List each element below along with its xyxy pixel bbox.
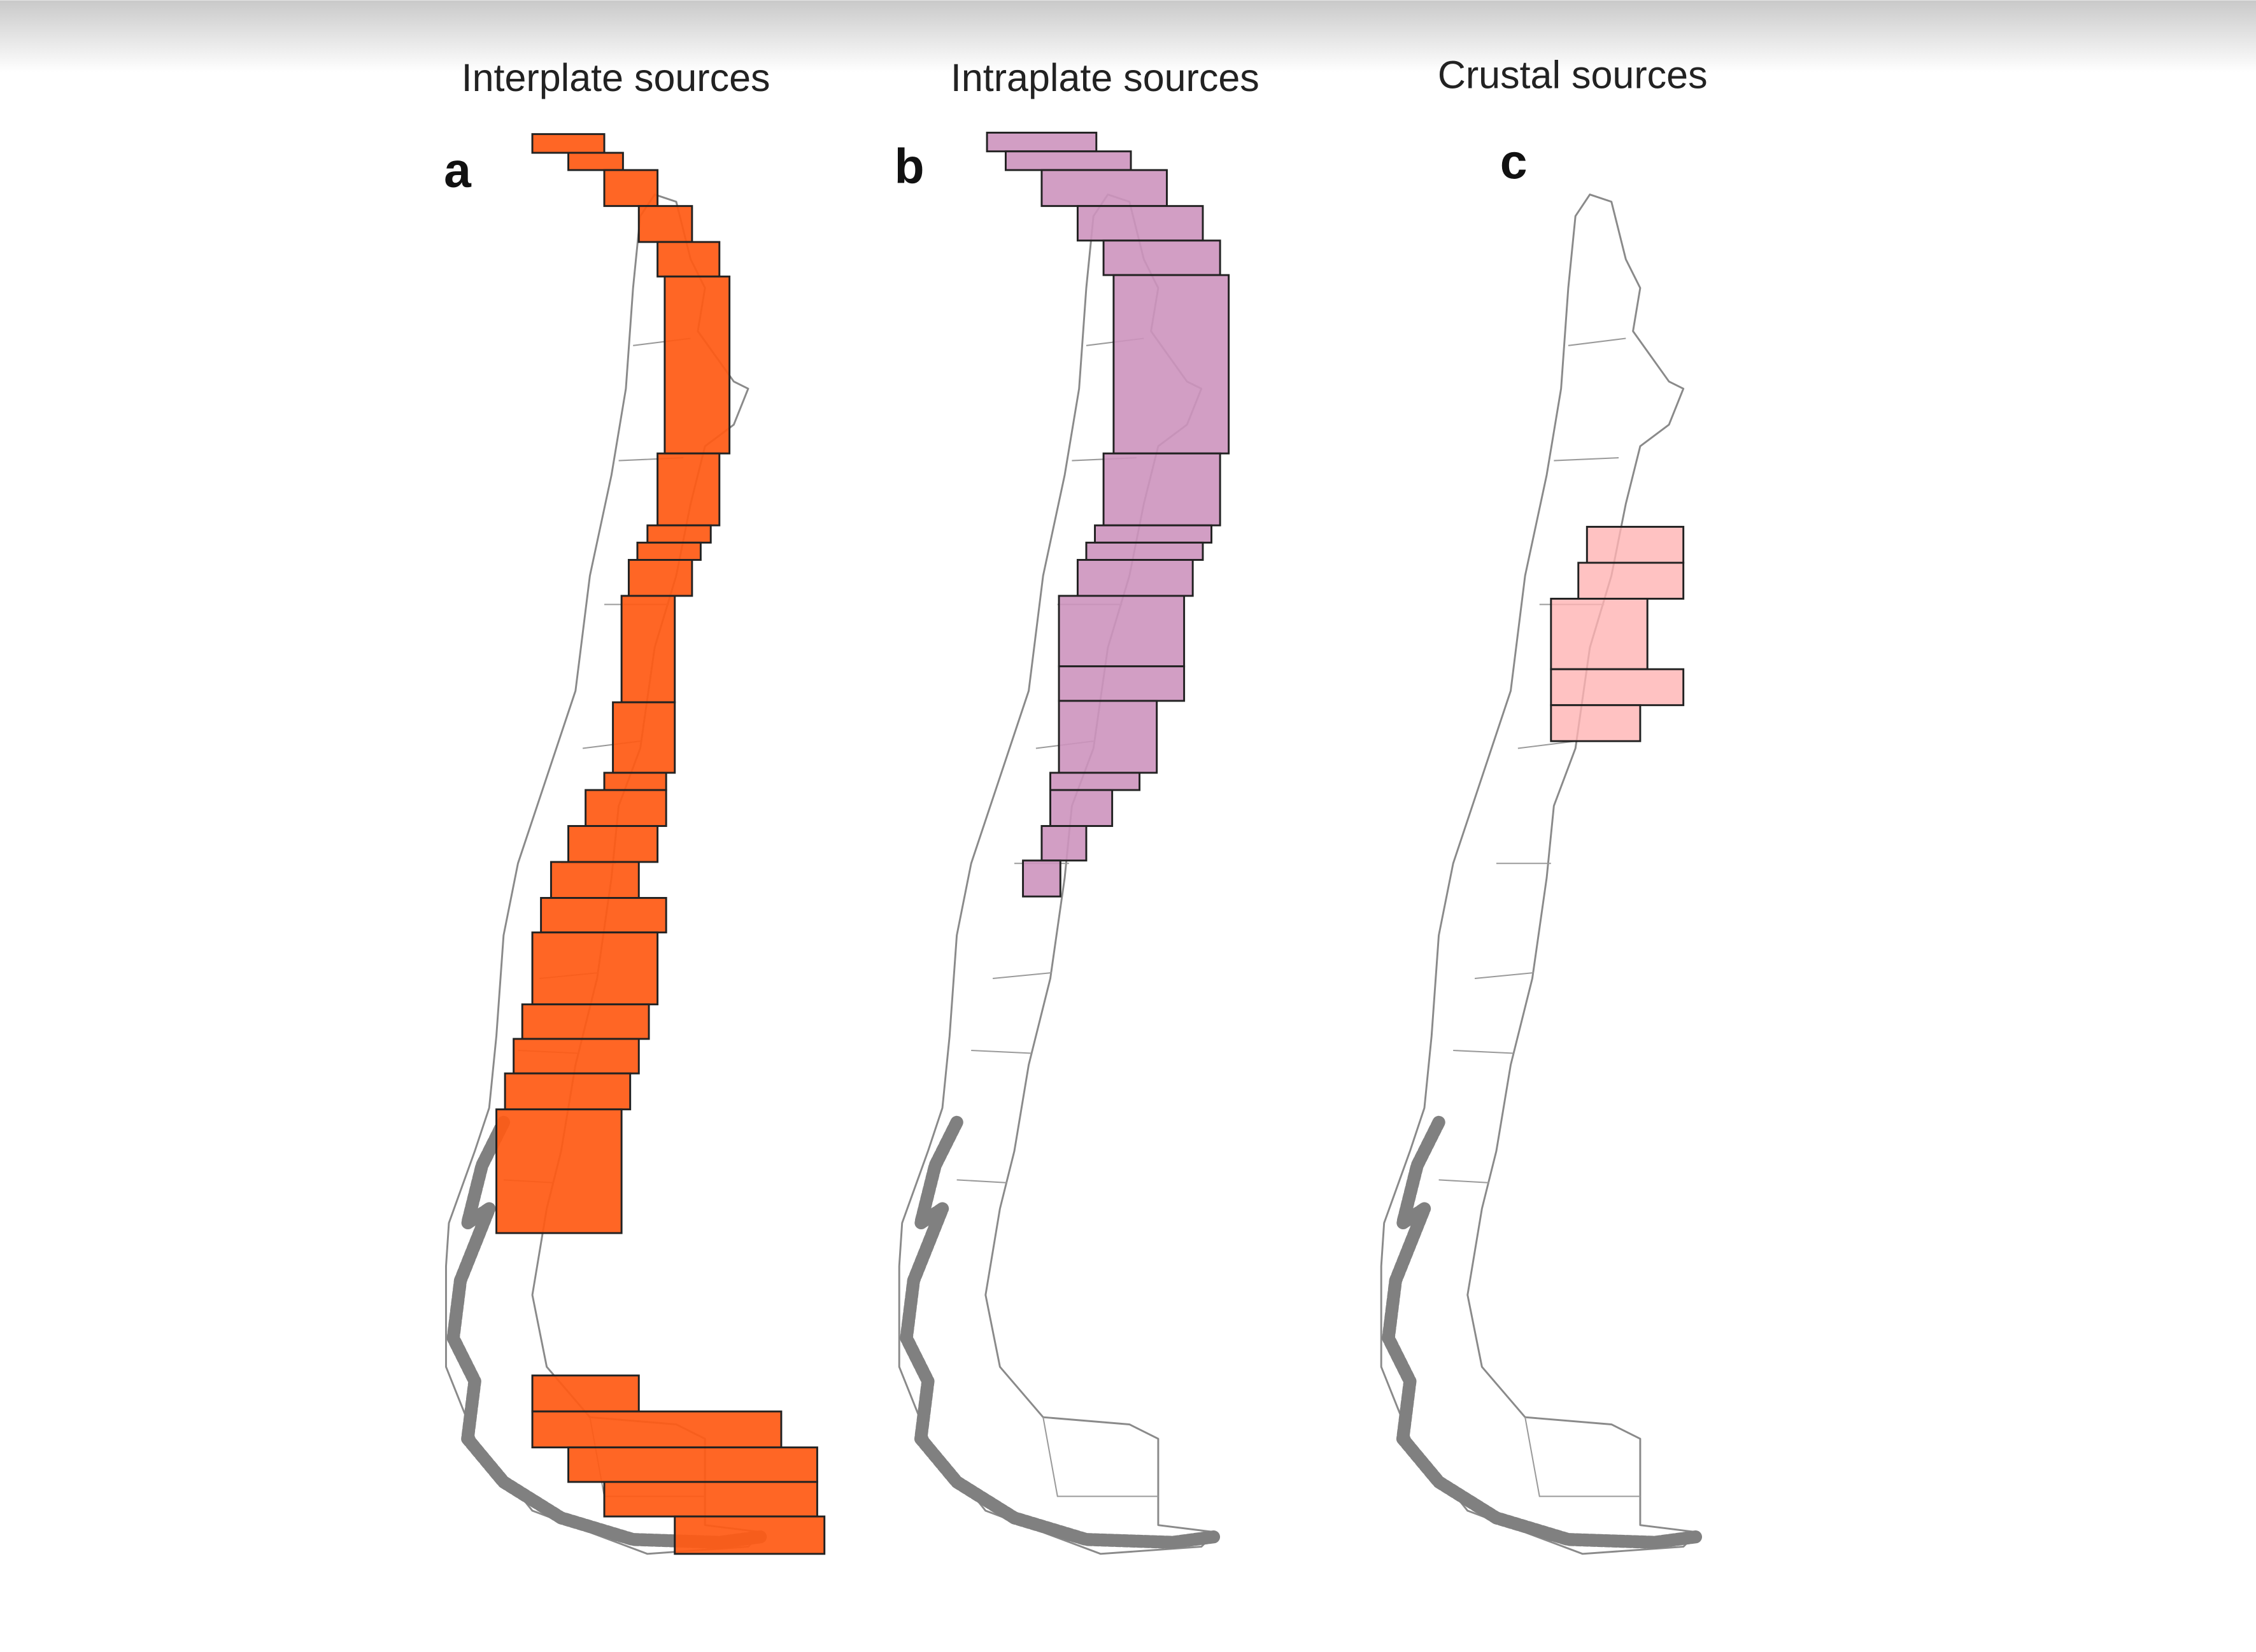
panel-label: c [1500,135,1528,190]
panel-title: Intraplate sources [951,56,1259,99]
source-zone [1022,859,1061,898]
source-zone [1040,169,1168,208]
source-zone [1102,452,1221,526]
source-zone [603,169,659,208]
source-zone [567,825,659,863]
source-zone [986,131,1098,153]
source-zone [1049,772,1141,791]
panel-label: a [444,143,472,198]
source-zone [1094,524,1213,544]
source-zone [1076,205,1204,242]
source-zone [656,241,721,278]
source-zone [603,1481,818,1518]
source-zone [637,205,693,243]
source-zone [531,133,606,154]
panel-title: Interplate sources [462,56,770,99]
source-zone [495,1108,623,1234]
source-zone [1550,704,1642,742]
source-zone [1058,700,1158,774]
source-zone [1550,668,1685,707]
source-zone [567,1446,818,1483]
source-zone [1102,239,1221,276]
source-zone [585,789,667,827]
source-zone [674,1515,826,1555]
source-zone [1058,595,1186,668]
map-outline [1381,195,1698,1554]
source-zone [1550,598,1649,670]
source-zone [531,1410,783,1449]
panel-label: b [895,139,925,194]
source-zones [495,131,1685,1555]
top-band [0,0,2256,73]
source-zone [550,861,640,899]
source-zone [1049,789,1114,827]
source-zone [567,152,624,171]
source-zone [1085,541,1204,561]
source-zone [531,1374,640,1413]
source-zone [663,275,731,455]
source-zone [540,897,667,934]
source-zone [513,1038,640,1075]
source-zone [531,931,659,1006]
source-zone [1004,150,1132,171]
source-zone [1076,559,1194,597]
source-zone [627,559,693,597]
panel-title: Crustal sources [1438,53,1708,96]
source-zone [504,1072,632,1111]
source-zone [636,541,702,561]
source-zone [612,701,676,774]
source-zone [1112,274,1230,455]
source-zone [1058,665,1186,702]
source-zone [603,772,667,791]
source-zone [646,524,712,544]
source-zone [1040,825,1088,862]
source-zone [1586,526,1685,564]
source-zone [1577,561,1685,600]
source-zone [656,452,721,526]
source-zone [620,595,676,703]
source-zone [521,1003,650,1040]
